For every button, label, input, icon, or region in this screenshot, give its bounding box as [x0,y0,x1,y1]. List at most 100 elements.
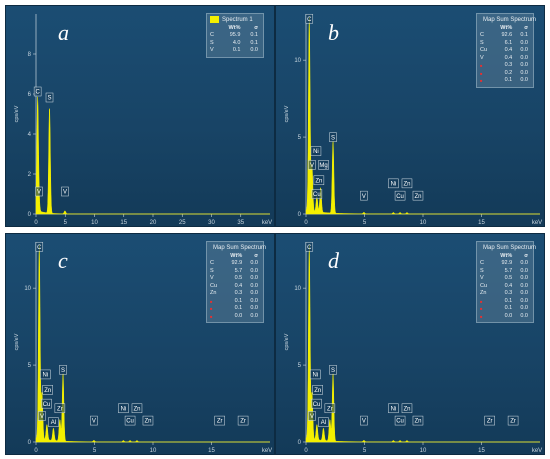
element-marker-box [394,415,406,426]
element-marker-box [329,365,337,375]
composition-row: ■ 0.0 0.0 [480,313,530,321]
element-name: Cu [480,282,488,289]
column-header: Wt% [228,25,241,31]
composition-row: ■ 0.1 0.0 [480,77,530,85]
element-marker-box [312,385,323,395]
sigma-value: 0.0 [520,39,528,46]
element-marker-label: S [331,368,335,374]
y-tick-label: 0 [28,212,32,218]
element-marker: V [90,415,98,426]
composition-header-row: Wt% σ [210,253,260,260]
column-header: σ [524,25,528,31]
element-marker: Cu [394,415,406,426]
composition-row: Zn 0.3 0.0 [480,290,530,298]
composition-row: Zn 0.3 0.0 [210,290,260,298]
element-marker: V [360,190,368,201]
sigma-value: 0.1 [250,32,258,38]
element-marker-label: V [92,419,96,425]
y-axis-label: cps/eV [284,105,290,122]
x-tick-label: 5 [363,220,367,226]
element-marker-box [54,403,66,414]
x-tick-label: 5 [64,220,68,226]
x-tick-label: 15 [208,448,215,454]
element-marker-box [311,398,322,409]
sigma-value: 0.0 [520,267,528,274]
weight-percent: 95.9 [229,32,241,38]
element-marker: Ni [310,369,321,380]
element-marker-box [118,403,129,414]
weight-percent: 0.0 [504,312,513,319]
x-tick-label: 0 [304,220,308,226]
weight-percent: 0.1 [234,305,243,311]
element-marker-label: Zr [240,419,246,425]
element-marker-label: S [61,368,65,374]
sigma-value: 0.0 [250,267,258,274]
element-marker-label: Zn [133,406,140,412]
element-marker-label: Cu [396,194,404,200]
weight-percent: 4.0 [232,39,241,46]
element-marker-label: Zr [217,419,223,425]
header-blank [480,253,491,260]
sigma-value: 0.0 [250,297,258,304]
composition-row: C 92.9 0.0 [210,260,260,268]
composition-row: ■ 0.0 0.0 [210,313,260,321]
weight-percent: 0.1 [504,77,513,83]
composition-legend: Map Sum Spectrum Wt% σ C 92.9 0.0 S 5.7 0.0 V 0.5 0… [206,241,266,323]
spectrum-panel-c: 0 5 10 15 0 5 10 cps/eV keV C Ni Zn Cu V Al Zr S V Ni Zn Cu Z… [5,233,275,455]
element-marker-box [142,415,154,426]
composition-table: Wt% σ C 95.9 0.1 S 4.0 0.1 V 0.1 0.0 [210,25,260,55]
element-marker: Zn [42,385,53,395]
composition-row: S 5.7 0.0 [480,268,530,276]
element-marker: Cu [311,398,322,409]
element-marker: Ni [388,403,399,414]
element-marker: Zr [54,403,66,414]
element-marker-label: Cu [313,402,321,408]
composition-legend: Map Sum Spectrum Wt% σ C 92.6 0.1 S 6.1 0.0 Cu 0.4… [476,13,536,88]
element-name: S [480,267,484,274]
sigma-value: 0.0 [520,54,528,61]
element-marker: V [38,411,46,421]
element-marker-box [412,415,424,426]
spectrum-area [35,245,270,443]
element-marker: Zn [312,385,323,395]
element-name: Zn [480,290,487,296]
sigma-value: 0.0 [520,297,528,304]
sigma-value: 0.0 [520,47,528,53]
element-marker: Zn [401,403,413,414]
sigma-value: 0.0 [520,77,528,83]
weight-percent: 0.4 [504,47,513,53]
y-axis-label: cps/eV [14,105,20,122]
element-marker-box [124,415,136,426]
y-tick-label: 0 [28,440,32,446]
weight-percent: 6.1 [504,39,513,46]
element-marker-box [45,92,54,103]
y-tick-label: 4 [28,132,32,138]
weight-percent: 0.4 [234,282,243,289]
x-tick-label: 15 [120,220,127,226]
element-marker: S [329,365,337,375]
element-marker-box [313,175,325,186]
x-tick-label: 5 [363,448,367,454]
x-axis-label: keV [532,220,542,226]
spectrum-area [305,17,540,215]
element-marker-box [308,411,316,421]
sigma-value: 0.0 [520,282,528,289]
composition-row: ■ 0.1 0.0 [210,305,260,313]
element-marker: V [360,415,368,426]
element-marker: Zr [484,415,495,426]
element-marker-box [310,146,322,156]
element-marker-label: Zn [44,388,51,394]
spectrum-area [35,96,270,215]
element-name: Zn [210,290,217,296]
sigma-value: 0.0 [520,62,528,68]
weight-percent: 0.2 [504,69,513,76]
element-marker-box [40,369,51,380]
weight-percent: 0.1 [504,305,513,311]
weight-percent: 92.6 [501,32,513,38]
element-marker-label: V [362,194,366,200]
element-marker-label: V [310,163,314,169]
x-tick-label: 25 [179,220,186,226]
sigma-value: 0.0 [520,260,528,266]
